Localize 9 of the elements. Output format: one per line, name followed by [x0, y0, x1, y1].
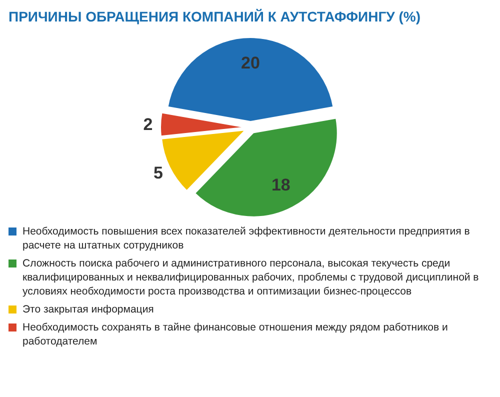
legend-label: Необходимость сохранять в тайне финансовые отношения между рядом работников и работодателем [22, 322, 448, 348]
legend-label: Это закрытая информация [22, 304, 154, 316]
legend-label: Необходимость повышения всех показателей эффективности деятельности предприятия в расчете на штатных сотрудников [22, 226, 470, 252]
data-label: 2 [143, 114, 153, 134]
chart-title: ПРИЧИНЫ ОБРАЩЕНИЯ КОМПАНИЙ К АУТСТАФФИНГУ (%) [8, 8, 421, 24]
data-label: 20 [241, 54, 260, 73]
data-label: 18 [271, 176, 290, 195]
legend-label: Сложность поиска рабочего и административного персонала, высокая текучесть среди квалифицированных и неквалифицированных рабочих, проблемы с трудовой дисциплиной в условиях необходимости роста производства и оптимизации бизнес-процессов [22, 258, 480, 298]
data-label: 5 [154, 163, 164, 182]
